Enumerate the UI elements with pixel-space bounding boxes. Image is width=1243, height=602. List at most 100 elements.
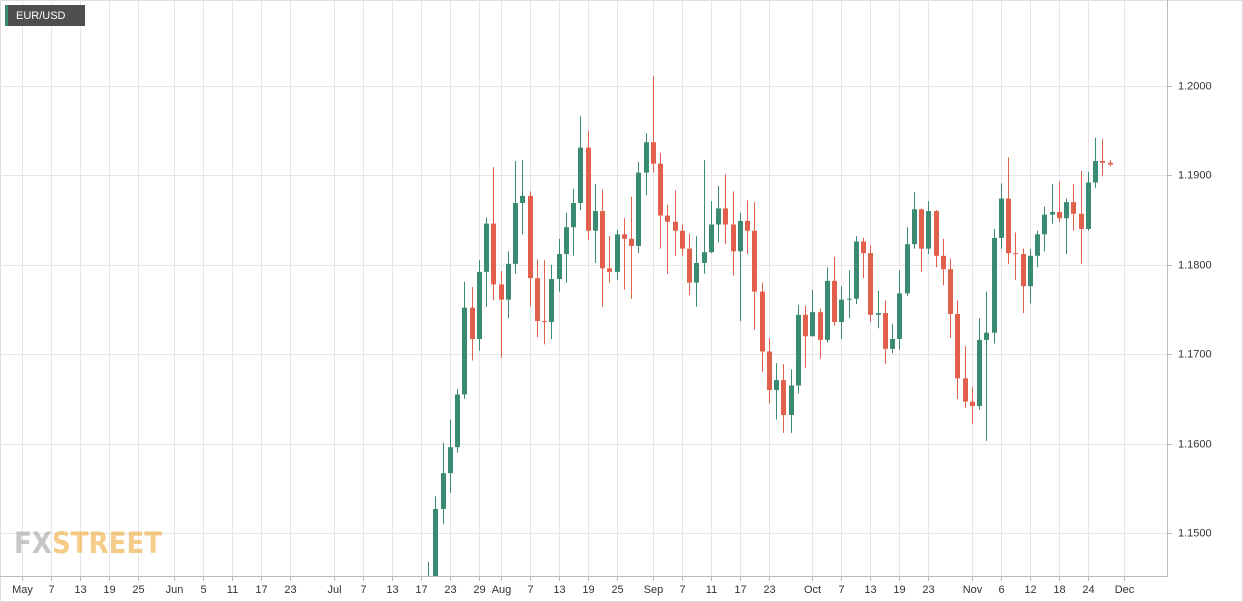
candle-body bbox=[571, 203, 576, 228]
x-tick-label: 13 bbox=[386, 584, 398, 596]
x-tick-label: 23 bbox=[763, 584, 775, 596]
candle-body bbox=[854, 241, 859, 299]
candle-body bbox=[716, 208, 721, 225]
candle-body bbox=[607, 268, 612, 272]
x-tick-label: 17 bbox=[734, 584, 746, 596]
x-tick-label: 19 bbox=[582, 584, 594, 596]
x-tick-label: Sep bbox=[644, 584, 664, 596]
candle-body bbox=[520, 195, 525, 204]
x-tick-label: 23 bbox=[284, 584, 296, 596]
candle-body bbox=[513, 203, 518, 264]
candle-body bbox=[861, 241, 866, 254]
candle-body bbox=[796, 314, 801, 386]
candle-body bbox=[644, 142, 649, 173]
x-tick-label: 23 bbox=[922, 584, 934, 596]
candle-body bbox=[839, 299, 844, 322]
y-tick-label: 1.1800 bbox=[1178, 259, 1212, 271]
candle-body bbox=[803, 314, 808, 337]
candle-body bbox=[658, 163, 663, 216]
candle-body bbox=[977, 339, 982, 407]
candle-body bbox=[557, 254, 562, 280]
candle-body bbox=[984, 332, 989, 340]
candle-body bbox=[876, 313, 881, 315]
candle-body bbox=[680, 230, 685, 249]
candle-body bbox=[1093, 160, 1098, 183]
candle-body bbox=[673, 221, 678, 231]
candle-body bbox=[970, 401, 975, 407]
candle-body bbox=[593, 211, 598, 231]
candle-body bbox=[789, 385, 794, 416]
candle-body bbox=[477, 271, 482, 339]
candle-body bbox=[1079, 213, 1084, 229]
y-tick-label: 1.1900 bbox=[1178, 169, 1212, 181]
candle-body bbox=[941, 255, 946, 270]
x-tick-label: 6 bbox=[998, 584, 1004, 596]
y-tick-label: 1.1500 bbox=[1178, 527, 1212, 539]
candle-body bbox=[484, 223, 489, 272]
candle-body bbox=[781, 380, 786, 416]
candle-body bbox=[1028, 255, 1033, 287]
candle-body bbox=[709, 224, 714, 253]
x-tick-label: Dec bbox=[1115, 584, 1135, 596]
x-tick-label: 17 bbox=[415, 584, 427, 596]
x-tick-label: 19 bbox=[893, 584, 905, 596]
x-tick-label: 25 bbox=[611, 584, 623, 596]
candle-body bbox=[586, 147, 591, 231]
x-tick-label: 13 bbox=[74, 584, 86, 596]
x-tick-label: 18 bbox=[1053, 584, 1065, 596]
y-tick-label: 1.1600 bbox=[1178, 438, 1212, 450]
watermark-fx: FX bbox=[14, 526, 52, 560]
candle-body bbox=[433, 508, 438, 576]
candle-body bbox=[1071, 202, 1076, 214]
candle-body bbox=[1050, 211, 1055, 215]
x-tick-label: Jun bbox=[166, 584, 184, 596]
candle-body bbox=[992, 237, 997, 333]
watermark: FXSTREET bbox=[14, 526, 162, 560]
candle-body bbox=[926, 211, 931, 249]
candle-body bbox=[847, 298, 852, 300]
candle-body bbox=[767, 351, 772, 390]
candle-body bbox=[578, 147, 583, 204]
x-tick-label: 24 bbox=[1082, 584, 1094, 596]
candle-body bbox=[687, 248, 692, 283]
candle-body bbox=[470, 307, 475, 339]
x-tick-label: 23 bbox=[444, 584, 456, 596]
candle-body bbox=[702, 252, 707, 263]
candle-body bbox=[934, 211, 939, 256]
candle-body bbox=[810, 312, 815, 337]
title-box bbox=[5, 5, 85, 26]
watermark-street: STREET bbox=[52, 526, 162, 560]
candle-body bbox=[600, 211, 605, 269]
candle-body bbox=[955, 313, 960, 379]
candle-body bbox=[738, 220, 743, 252]
candle-body bbox=[1086, 182, 1091, 229]
x-tick-label: Nov bbox=[963, 584, 983, 596]
candle-body bbox=[1006, 198, 1011, 254]
candle-body bbox=[622, 234, 627, 239]
y-tick-label: 1.1700 bbox=[1178, 348, 1212, 360]
x-tick-label: Oct bbox=[804, 584, 821, 596]
candle-body bbox=[506, 263, 511, 300]
x-tick-label: 7 bbox=[527, 584, 533, 596]
x-tick-label: 7 bbox=[48, 584, 54, 596]
candle-body bbox=[752, 230, 757, 292]
x-tick-label: 29 bbox=[473, 584, 485, 596]
candle-body bbox=[948, 269, 953, 314]
x-tick-label: 11 bbox=[227, 584, 238, 596]
candle-body bbox=[694, 262, 699, 283]
x-tick-label: 12 bbox=[1024, 584, 1036, 596]
candle-body bbox=[912, 209, 917, 245]
candle-body bbox=[883, 313, 888, 349]
candle-body bbox=[528, 195, 533, 279]
x-tick-label: 11 bbox=[706, 584, 717, 596]
x-tick-label: 13 bbox=[553, 584, 565, 596]
title-stripe bbox=[5, 5, 8, 26]
candle-body bbox=[1100, 160, 1105, 163]
x-tick-label: Aug bbox=[492, 584, 512, 596]
candle-body bbox=[564, 227, 569, 255]
candle-body bbox=[615, 234, 620, 272]
candle-body bbox=[535, 278, 540, 322]
candle-body bbox=[542, 321, 547, 323]
candle-body bbox=[499, 284, 504, 300]
